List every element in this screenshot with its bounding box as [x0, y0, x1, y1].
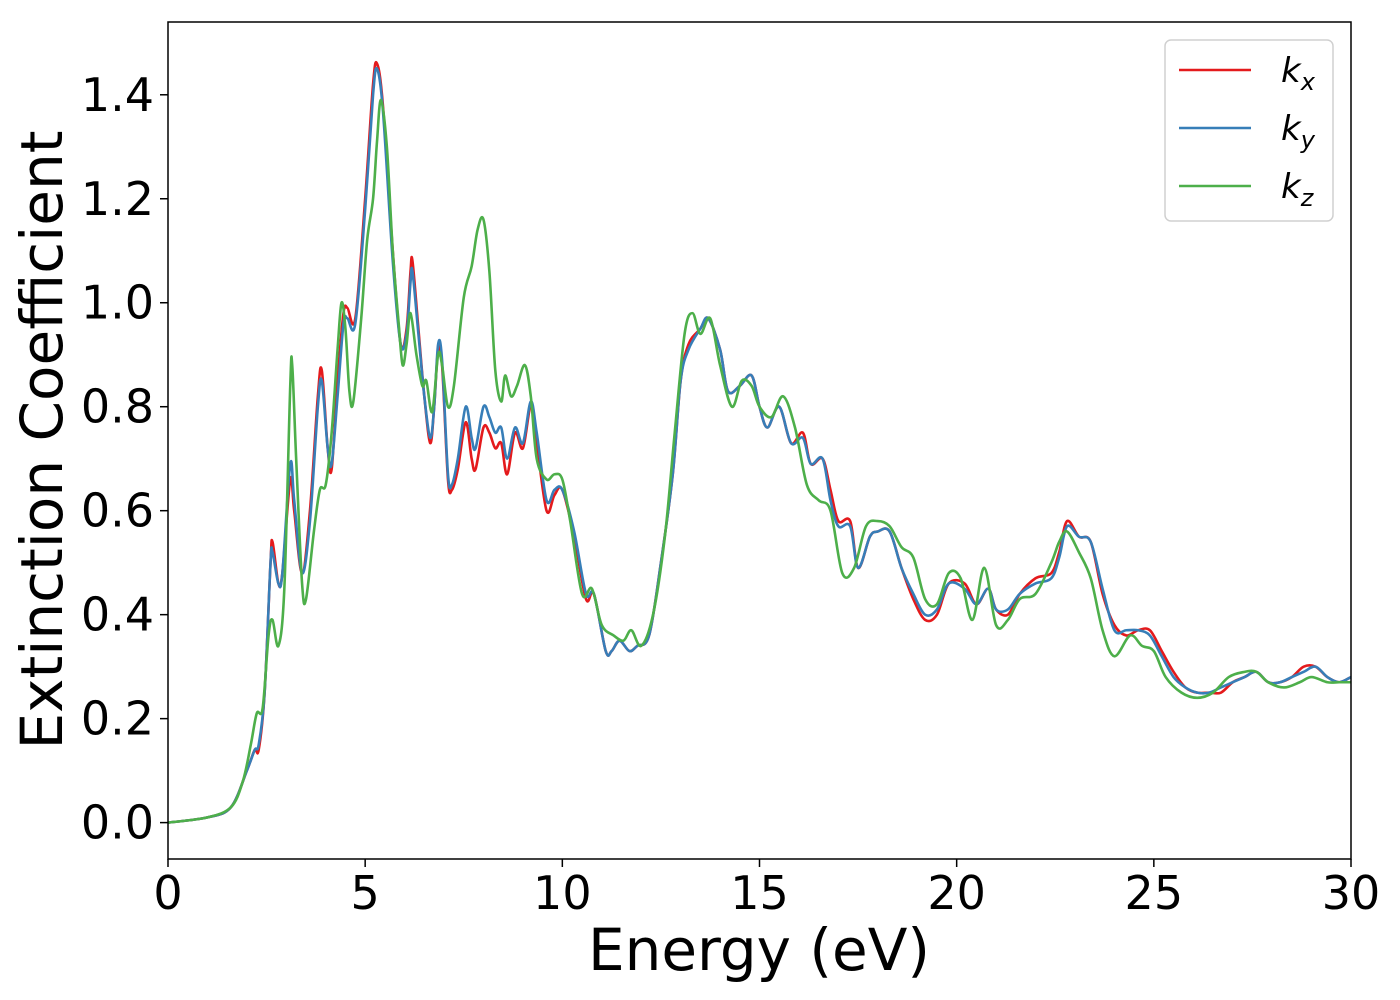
y-tick-label: 1.4	[81, 68, 154, 122]
x-tick-label: 25	[1125, 866, 1184, 920]
legend: kx ky kz	[1164, 39, 1334, 222]
legend-label-k-y: ky	[1281, 109, 1316, 154]
series-line-k-z	[167, 98, 1351, 824]
legend-box	[1164, 39, 1334, 222]
y-tick-label: 1.0	[81, 276, 154, 330]
y-axis-label: Extinction Coefficient	[8, 131, 76, 750]
legend-label-k-x: kx	[1281, 51, 1316, 96]
legend-label-k-z: kz	[1281, 167, 1315, 212]
x-axis-ticks: 0 5 10 15 20 25 30	[153, 859, 1380, 920]
x-tick-label: 20	[927, 866, 986, 920]
y-axis-ticks: 0.0 0.2 0.4 0.6 0.8 1.0 1.2 1.4	[81, 68, 168, 850]
x-tick-label: 10	[533, 866, 592, 920]
x-tick-label: 30	[1322, 866, 1381, 920]
x-axis-label: Energy (eV)	[588, 916, 930, 984]
y-tick-label: 0.8	[81, 380, 154, 434]
y-tick-label: 0.0	[81, 796, 154, 850]
x-tick-label: 5	[351, 866, 380, 920]
y-tick-label: 0.2	[81, 692, 154, 746]
series-lines	[167, 60, 1352, 824]
x-tick-label: 15	[730, 866, 789, 920]
y-tick-label: 0.6	[81, 484, 154, 538]
x-tick-label: 0	[153, 866, 182, 920]
y-tick-label: 0.4	[81, 588, 154, 642]
y-tick-label: 1.2	[81, 172, 154, 226]
